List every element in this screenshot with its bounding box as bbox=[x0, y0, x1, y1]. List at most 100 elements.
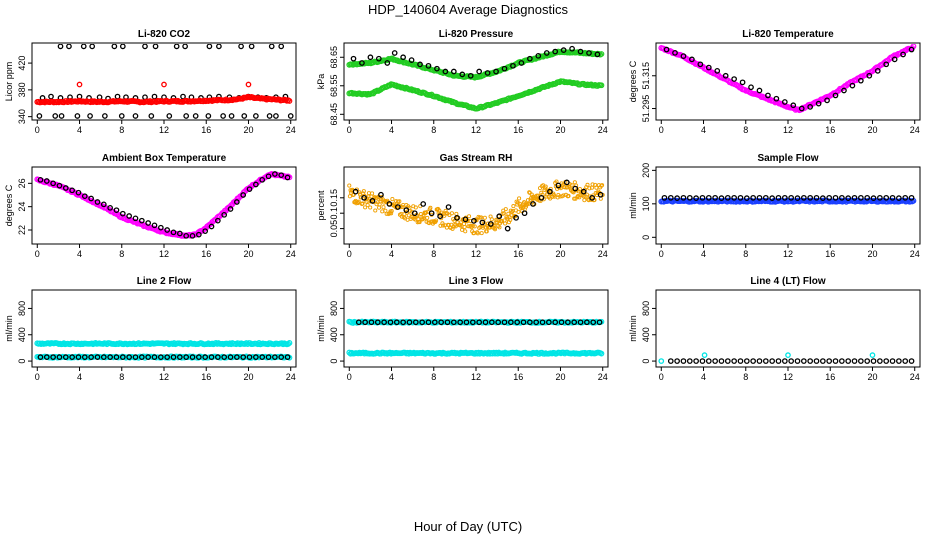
panel-title-co2: Li-820 CO2 bbox=[138, 29, 191, 40]
data-point bbox=[472, 224, 477, 229]
data-point bbox=[762, 358, 769, 364]
data-point bbox=[466, 214, 472, 219]
data-point bbox=[841, 87, 847, 94]
x-tick-label: 20 bbox=[867, 372, 877, 382]
data-point bbox=[189, 354, 196, 360]
y-tick-label: 0.05 bbox=[329, 220, 339, 238]
data-point bbox=[350, 55, 357, 62]
data-point bbox=[756, 87, 763, 94]
x-tick-label: 16 bbox=[825, 372, 835, 382]
series-co2-mean bbox=[34, 93, 293, 106]
data-point bbox=[572, 180, 577, 185]
x-tick-label: 12 bbox=[471, 372, 481, 382]
data-point bbox=[493, 68, 499, 75]
data-point bbox=[94, 199, 101, 205]
data-point bbox=[389, 211, 394, 216]
data-point bbox=[584, 319, 590, 326]
x-tick-label: 8 bbox=[431, 249, 436, 259]
data-point bbox=[503, 221, 508, 226]
data-point bbox=[530, 201, 536, 207]
x-tick-label: 0 bbox=[35, 125, 40, 135]
data-point bbox=[858, 194, 864, 201]
data-point bbox=[794, 195, 801, 201]
data-point bbox=[428, 210, 435, 217]
data-point bbox=[883, 61, 890, 68]
data-point bbox=[590, 182, 595, 187]
data-point bbox=[444, 319, 451, 326]
data-point bbox=[400, 54, 406, 61]
data-point bbox=[405, 350, 412, 357]
data-point bbox=[88, 354, 94, 360]
data-point bbox=[286, 340, 293, 346]
data-point bbox=[374, 319, 381, 326]
x-tick-label: 4 bbox=[77, 125, 82, 135]
data-point bbox=[138, 354, 145, 360]
data-point bbox=[111, 44, 118, 50]
data-point bbox=[208, 223, 215, 230]
x-tick-label: 24 bbox=[910, 372, 920, 382]
data-point bbox=[571, 319, 578, 326]
data-point bbox=[496, 213, 503, 220]
data-point bbox=[81, 354, 88, 360]
data-point bbox=[807, 104, 814, 110]
x-tick-label: 20 bbox=[555, 125, 565, 135]
data-point bbox=[460, 217, 465, 222]
data-point bbox=[580, 188, 587, 195]
data-point bbox=[722, 72, 729, 79]
data-point bbox=[246, 186, 253, 193]
data-point bbox=[476, 319, 483, 326]
data-point bbox=[457, 319, 464, 326]
y-tick-label: 68.65 bbox=[329, 46, 339, 69]
data-point bbox=[832, 194, 839, 201]
data-point bbox=[680, 194, 687, 201]
data-point bbox=[253, 354, 259, 360]
data-point bbox=[781, 358, 788, 364]
data-point bbox=[775, 194, 782, 201]
data-point bbox=[705, 358, 712, 364]
data-point bbox=[701, 352, 708, 359]
data-point bbox=[577, 48, 584, 55]
y-tick-label: 0 bbox=[641, 359, 651, 364]
data-point bbox=[348, 89, 355, 96]
panel-title-ambient: Ambient Box Temperature bbox=[102, 153, 227, 164]
data-point bbox=[538, 194, 545, 201]
series-rh-black bbox=[352, 179, 604, 232]
data-point bbox=[718, 358, 725, 364]
data-point bbox=[566, 193, 571, 199]
y-tick-label: 0.1 bbox=[329, 207, 339, 220]
data-point bbox=[215, 217, 221, 224]
x-tick-label: 24 bbox=[286, 372, 296, 382]
y-tick-label: 200 bbox=[641, 163, 651, 178]
data-point bbox=[597, 191, 604, 198]
data-point bbox=[864, 358, 871, 364]
data-point bbox=[420, 201, 427, 207]
data-point bbox=[76, 81, 83, 88]
data-point bbox=[503, 207, 508, 212]
data-point bbox=[501, 65, 508, 72]
data-point bbox=[434, 65, 440, 72]
data-point bbox=[272, 171, 278, 177]
data-point bbox=[908, 194, 915, 201]
data-point bbox=[849, 82, 856, 89]
y-axis-label-sample_flow: ml/min bbox=[628, 192, 638, 219]
plot-area-sample_flow bbox=[658, 194, 917, 205]
data-point bbox=[408, 57, 415, 63]
data-point bbox=[697, 61, 704, 68]
data-point bbox=[528, 350, 535, 357]
data-point bbox=[391, 50, 398, 56]
data-point bbox=[75, 189, 82, 196]
data-point bbox=[517, 201, 522, 206]
data-point bbox=[126, 213, 133, 219]
x-tick-label: 8 bbox=[743, 372, 748, 382]
data-point bbox=[169, 341, 176, 348]
data-point bbox=[693, 358, 699, 364]
data-point bbox=[454, 211, 459, 216]
data-point bbox=[514, 319, 521, 326]
data-point bbox=[57, 44, 64, 50]
data-point bbox=[743, 358, 750, 364]
data-point bbox=[718, 195, 725, 201]
data-point bbox=[705, 194, 712, 201]
y-tick-label: 51.295 bbox=[641, 95, 651, 123]
data-point bbox=[170, 229, 177, 236]
y-tick-label: 0 bbox=[641, 235, 651, 240]
